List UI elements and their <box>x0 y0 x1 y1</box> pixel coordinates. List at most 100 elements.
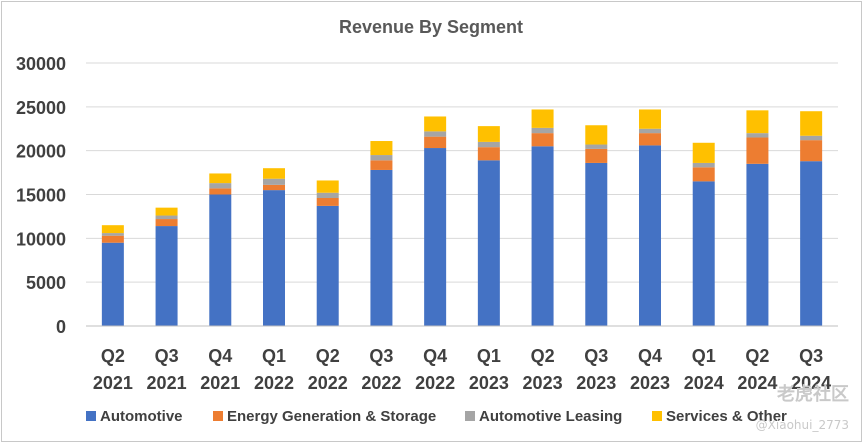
bar-segment <box>800 135 823 141</box>
x-tick-label: Q3 <box>584 346 608 366</box>
bar-segment <box>746 163 769 326</box>
bar-segment <box>209 183 232 189</box>
bar-segment <box>477 141 500 148</box>
bar-segment <box>424 148 447 326</box>
x-tick-label: Q1 <box>692 346 716 366</box>
bar-segment <box>209 173 232 184</box>
bar-segment <box>316 198 339 206</box>
bar-segment <box>101 235 124 243</box>
x-tick-label: 2024 <box>791 373 831 393</box>
legend-label: Energy Generation & Storage <box>227 408 436 425</box>
x-tick-label: Q2 <box>745 346 769 366</box>
x-tick-label: 2023 <box>576 373 616 393</box>
bar-segment <box>477 147 500 161</box>
x-tick-label: 2023 <box>630 373 670 393</box>
bar-segment <box>639 109 661 129</box>
x-tick-label: Q1 <box>477 346 501 366</box>
bar-segment <box>101 242 124 326</box>
bar-segment <box>639 133 661 146</box>
bar-segment <box>424 116 447 132</box>
legend-swatch <box>86 411 96 421</box>
x-tick-label: Q2 <box>101 346 125 366</box>
bar-segment <box>209 194 232 326</box>
bar-segment <box>155 207 178 216</box>
bar-segment <box>370 169 393 326</box>
bar-segment <box>531 133 554 147</box>
bar-segment <box>263 178 285 185</box>
bar-segment <box>155 226 178 326</box>
x-tick-label: 2022 <box>254 373 294 393</box>
bar-segment <box>639 145 661 326</box>
legend-swatch <box>213 411 223 421</box>
bar-segment <box>424 136 447 149</box>
x-tick-label: Q4 <box>423 346 447 366</box>
y-tick-label: 30000 <box>16 54 66 74</box>
bar-segment <box>585 162 608 326</box>
bar-segment <box>424 131 447 137</box>
x-tick-label: Q4 <box>638 346 662 366</box>
chart-title: Revenue By Segment <box>339 17 523 37</box>
legend-swatch <box>465 411 475 421</box>
y-tick-label: 5000 <box>26 273 66 293</box>
bar-segment <box>370 141 393 156</box>
bar-segment <box>155 215 178 220</box>
x-tick-label: 2021 <box>93 373 133 393</box>
legend-label: Services & Other <box>666 408 787 425</box>
bar-segment <box>316 205 339 326</box>
x-tick-label: 2022 <box>308 373 348 393</box>
x-tick-label: Q2 <box>531 346 555 366</box>
bar-segment <box>370 155 393 161</box>
x-tick-label: 2021 <box>200 373 240 393</box>
legend-swatch <box>652 411 662 421</box>
x-tick-label: Q3 <box>799 346 823 366</box>
bar-segment <box>263 184 285 191</box>
bar-segment <box>585 148 608 163</box>
bar-segment <box>692 142 715 163</box>
bar-segment <box>531 109 554 128</box>
x-tick-label: Q4 <box>208 346 232 366</box>
bar-segment <box>101 225 124 234</box>
axes: 0 5000 10000 15000 20000 25000 30000 Q2 2021 Q3 20… <box>16 54 838 393</box>
bar-segment <box>263 168 285 179</box>
bar-segment <box>692 181 715 326</box>
bar-segment <box>585 144 608 149</box>
bar-segment <box>585 125 608 145</box>
bar-segment <box>155 219 178 227</box>
x-tick-label: Q3 <box>369 346 393 366</box>
bar-segment <box>692 162 715 168</box>
bar-segment <box>746 137 769 164</box>
legend-label: Automotive Leasing <box>479 408 622 425</box>
bar-segment <box>316 180 339 193</box>
x-tick-label: 2021 <box>147 373 187 393</box>
bar-segment <box>209 188 232 195</box>
bar-segment <box>531 127 554 134</box>
bar-segment <box>800 140 823 162</box>
watermark-username: @Xiaohui_2773 <box>755 418 849 432</box>
bar-segment <box>477 126 500 142</box>
legend: Automotive Energy Generation & Storage Aut… <box>86 408 787 425</box>
bar-segment <box>316 192 339 199</box>
bars <box>101 109 823 326</box>
x-tick-label: Q2 <box>316 346 340 366</box>
x-tick-label: Q1 <box>262 346 286 366</box>
x-tick-label: 2023 <box>523 373 563 393</box>
y-tick-label: 10000 <box>16 229 66 249</box>
bar-segment <box>370 160 393 170</box>
watermark-logo: 老虎社区 <box>777 384 849 405</box>
gridlines <box>86 62 838 283</box>
y-tick-label: 20000 <box>16 142 66 162</box>
y-tick-label: 25000 <box>16 98 66 118</box>
bar-segment <box>477 160 500 326</box>
x-tick-label: 2023 <box>469 373 509 393</box>
bar-segment <box>692 167 715 182</box>
x-tick-label: 2024 <box>737 373 777 393</box>
bar-segment <box>746 133 769 138</box>
bar-segment <box>531 146 554 326</box>
bar-segment <box>101 233 124 236</box>
bar-segment <box>263 190 285 326</box>
y-tick-label: 0 <box>56 317 66 337</box>
x-tick-label: Q3 <box>155 346 179 366</box>
x-tick-label: 2022 <box>361 373 401 393</box>
bar-segment <box>639 128 661 134</box>
